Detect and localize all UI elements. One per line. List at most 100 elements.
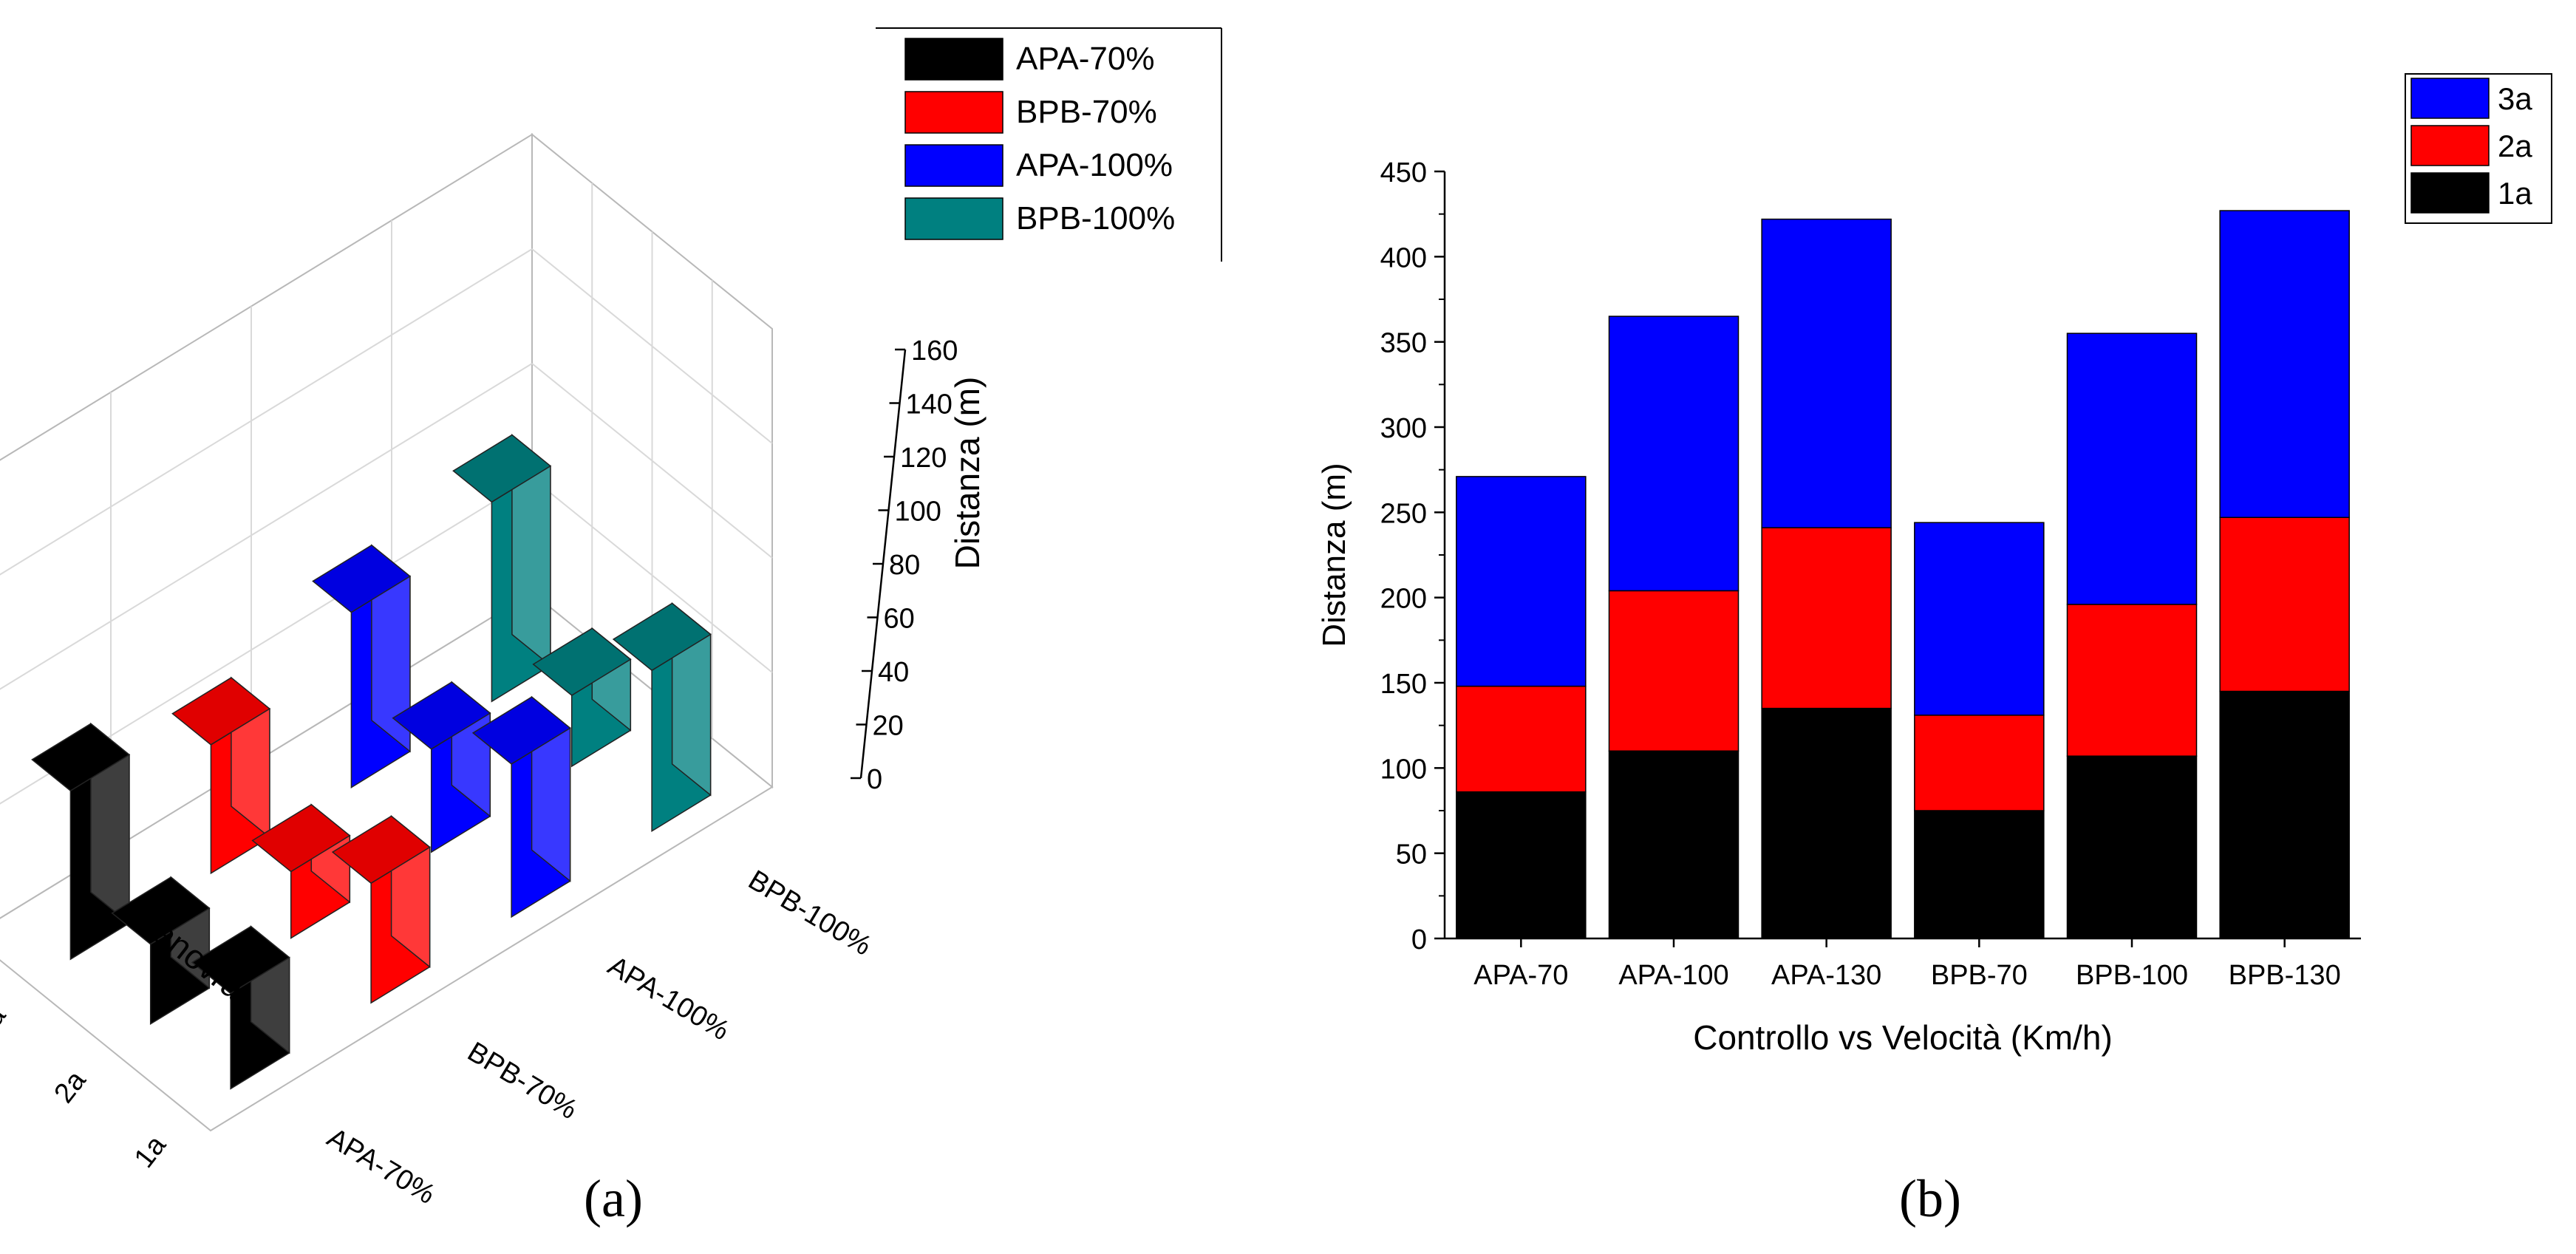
bar3d-apa-100--2a [392,681,491,853]
z-tick-label: 140 [906,389,953,420]
y-tick-label: 100 [1380,754,1427,785]
z-tick-label: 20 [873,711,904,742]
bar-1a-bpb-70 [1914,810,2045,939]
y-tick-label: 150 [1380,669,1427,700]
bar3d-top [31,723,131,792]
x-tick-label: BPB-100 [2076,960,2188,991]
x-tick-label: APA-100 [1618,960,1728,991]
y-tick-label: 450 [1380,157,1427,188]
bar3d-top [312,544,412,613]
bar3d-top [331,815,431,885]
z-tick-label: 60 [884,604,915,635]
bar3d-top [532,627,632,696]
manovra-tick-label: 1a [129,1130,173,1174]
bar-1a-apa-130 [1761,707,1892,939]
bar-3a-apa-70 [1456,476,1587,687]
y-tick-label: 200 [1380,584,1427,615]
panel-b-label: (b) [1899,1169,1961,1228]
legend-a: APA-70% BPB-70% APA-100% BPB-100% [876,27,1222,262]
bar-3a-apa-100 [1608,316,1740,592]
legend-swatch [904,38,1004,81]
bar3d-bpb-70--1a [331,814,431,1004]
bar3d-apa-100--3a [312,544,412,788]
bar-2a-bpb-100 [2066,604,2198,757]
z-tick-label: 100 [895,497,941,528]
legend-label: BPB-100% [1016,200,1175,236]
legend-swatch [904,197,1004,240]
bar3d-top [191,925,290,995]
z-tick-label: 80 [889,550,920,581]
y-tick-label: 300 [1380,413,1427,444]
chart-3d-bar: 0 20 40 60 80 100 120 140 160 Distanza (m) APA-70%… [0,27,1222,1210]
grid-line [0,248,533,576]
series-axis-label: BPB-70% [462,1036,582,1125]
bar3d-bpb-100--2a [532,627,632,768]
bar-1a-apa-100 [1608,750,1740,939]
bar3d-apa-100--1a [471,695,571,919]
bar3d-top [452,434,552,503]
bar3d-top [111,876,211,945]
y-tick-label: 250 [1380,498,1427,529]
legend-b: 3a 2a 1a [2405,73,2552,224]
legend-swatch [904,144,1004,187]
z-tick-label: 40 [878,657,909,688]
grid-line [531,363,773,559]
bar3d-top [612,602,712,672]
bar-3a-apa-130 [1761,218,1892,528]
bar-3a-bpb-70 [1914,522,2045,716]
y-tick-label: 350 [1380,328,1427,359]
bar3d-top [171,677,271,746]
stacked-bars [1456,210,2350,939]
grid-line [531,477,773,673]
bar3d-top [392,681,491,750]
legend-swatch [904,91,1004,134]
x-tick-label: BPB-130 [2229,960,2341,991]
z-axis-title: Distanza (m) [948,377,987,570]
legend-label: APA-100% [1016,147,1173,183]
bar3d-bpb-70--3a [171,676,271,875]
manovra-tick-label: 2a [48,1065,92,1109]
legend-label: BPB-70% [1016,94,1157,130]
bar-1a-bpb-130 [2219,690,2350,939]
bar-3a-bpb-130 [2219,210,2350,519]
bar-1a-bpb-100 [2066,755,2198,939]
z-tick-label: 160 [911,335,958,367]
manovra-tick-label: 3a [0,1000,13,1044]
bar-3a-bpb-100 [2066,333,2198,605]
legend-swatch [2410,78,2490,119]
bar3d-apa-70--3a [31,722,131,961]
y-tick-label: 50 [1396,839,1427,870]
x-axis-title: Controllo vs Velocità (Km/h) [1693,1018,2113,1057]
bar3d-bpb-70--2a [251,803,351,939]
bar-2a-bpb-130 [2219,517,2350,692]
z-tick-label: 120 [900,443,947,474]
x-tick-label: APA-70 [1473,960,1568,991]
bar3d-top [251,803,351,873]
legend-label: 1a [2498,176,2532,211]
bar-2a-apa-130 [1761,527,1892,709]
x-tick-label: BPB-70 [1931,960,2028,991]
legend-swatch [2410,125,2490,166]
bars-3d [31,434,712,1090]
legend-label: 3a [2498,81,2532,116]
bar-1a-apa-70 [1456,791,1587,939]
y-tick-label: 400 [1380,242,1427,273]
chart-stacked-bar: APA-70 APA-100 APA-130 BPB-70 BPB-100 BPB-130… [1316,73,2552,1057]
axes-b: APA-70 APA-100 APA-130 BPB-70 BPB-100 BPB-130… [1316,157,2361,1057]
x-tick-label: APA-130 [1771,960,1881,991]
y-tick-label: 0 [1411,924,1427,955]
bar-2a-apa-100 [1608,590,1740,752]
bar-2a-bpb-70 [1914,715,2045,811]
bar3d-top [471,696,571,765]
legend-label: APA-70% [1016,41,1155,77]
bar3d-bpb-100--3a [452,434,552,703]
bar3d-bpb-100--1a [612,602,712,833]
grid-line [0,363,533,690]
z-tick-label: 0 [867,764,882,795]
series-axis-label: APA-100% [602,950,735,1046]
legend-swatch [2410,172,2490,214]
bar-2a-apa-70 [1456,685,1587,793]
series-axis-label: BPB-100% [743,865,876,962]
bar3d-apa-70--1a [191,925,290,1090]
panel-a-label: (a) [584,1169,643,1228]
